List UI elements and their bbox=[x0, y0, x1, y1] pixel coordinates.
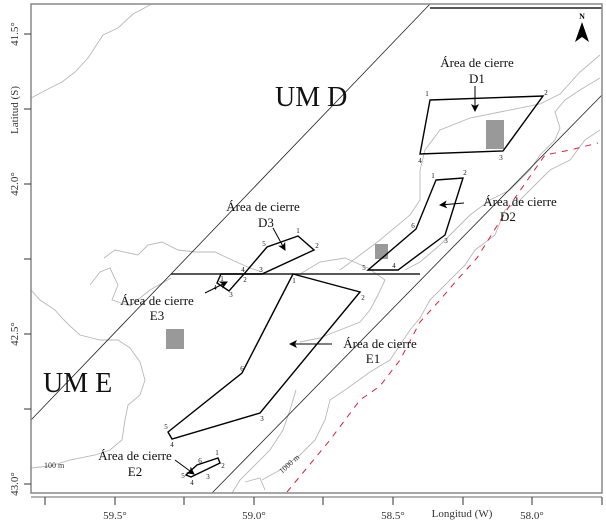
unit-label-um-d: UM D bbox=[275, 82, 347, 113]
x-tick-label: 59.5° bbox=[103, 510, 127, 522]
vertex-label: 3 bbox=[206, 473, 210, 481]
area-label-code-e2: E2 bbox=[128, 464, 142, 479]
area-label-title-e3: Área de cierre bbox=[120, 293, 194, 308]
vertex-label: 1 bbox=[296, 227, 300, 235]
vertex-label: 4 bbox=[241, 266, 245, 274]
contour-line bbox=[89, 267, 172, 307]
closure-area-d2 bbox=[366, 177, 464, 271]
vertex-label: 3 bbox=[444, 237, 448, 245]
contour-line bbox=[261, 129, 601, 481]
vertex-label: 4 bbox=[392, 262, 396, 270]
vertex-label: 3 bbox=[499, 154, 503, 162]
grey-marker-d1 bbox=[486, 120, 504, 149]
contour-label-100m: 100 m bbox=[44, 461, 65, 470]
vertex-label: 6 bbox=[198, 457, 202, 465]
contour-line bbox=[244, 477, 266, 491]
vertex-label: 2 bbox=[544, 89, 548, 97]
axis-ticks bbox=[24, 33, 603, 505]
grey-marker-d2 bbox=[375, 244, 388, 259]
vertex-label: 1 bbox=[431, 172, 435, 180]
vertex-label: 3 bbox=[259, 266, 263, 274]
contour-line bbox=[231, 389, 297, 494]
vertex-label: 2 bbox=[361, 294, 365, 302]
vertex-label: 3 bbox=[229, 291, 233, 299]
x-tick-label: 58.0° bbox=[520, 510, 544, 522]
x-tick-label: 58.5° bbox=[381, 510, 405, 522]
y-tick-label: 42.0° bbox=[9, 172, 21, 196]
vertex-label: 1 bbox=[215, 449, 219, 457]
label-arrows bbox=[174, 86, 479, 475]
unit-label-um-e: UM E bbox=[43, 368, 112, 399]
arrow-e2 bbox=[174, 459, 195, 475]
vertex-label: 5 bbox=[164, 423, 168, 431]
vertex-label: 2 bbox=[463, 169, 467, 177]
vertex-label: 6 bbox=[411, 222, 415, 230]
vertex-label: 4 bbox=[190, 479, 194, 487]
boundary-line-um-d bbox=[30, 3, 431, 421]
contour-line bbox=[339, 54, 601, 271]
vertex-label: 5 bbox=[262, 240, 266, 248]
vertex-label: 1 bbox=[220, 275, 224, 283]
x-axis-label: Longitud (W) bbox=[432, 508, 493, 520]
grey-marker-e bbox=[166, 329, 184, 349]
arrow-d2 bbox=[439, 200, 465, 209]
arrow-e3 bbox=[204, 281, 228, 294]
bathymetry-contours bbox=[30, 4, 601, 494]
vertex-label: 5 bbox=[181, 472, 185, 480]
contour-line bbox=[103, 241, 263, 273]
vertex-label: 1 bbox=[425, 90, 429, 98]
vertex-label: 1 bbox=[292, 277, 296, 285]
area-label-code-e1: E1 bbox=[366, 351, 380, 366]
north-label: N bbox=[579, 12, 585, 21]
area-label-code-d2: D2 bbox=[500, 209, 516, 224]
area-label-title-e1: Área de cierre bbox=[343, 336, 417, 351]
area-label-title-d1: Área de cierre bbox=[440, 55, 514, 70]
closure-area-e2 bbox=[184, 457, 221, 478]
arrow-d3 bbox=[272, 227, 286, 251]
area-label-title-d2: Área de cierre bbox=[483, 194, 557, 209]
vertex-label: 2 bbox=[243, 276, 247, 284]
vertex-label: 2 bbox=[221, 462, 225, 470]
area-label-code-d3: D3 bbox=[258, 215, 274, 230]
area-label-code-d1: D1 bbox=[469, 71, 485, 86]
vertex-label: 4 bbox=[170, 441, 174, 449]
vertex-label: 6 bbox=[240, 365, 244, 373]
y-axis-label: Latitud (S) bbox=[9, 86, 21, 134]
area-label-title-d3: Área de cierre bbox=[226, 199, 300, 214]
area-label-code-e3: E3 bbox=[150, 308, 164, 323]
vertex-label: 4 bbox=[418, 157, 422, 165]
vertex-label: 5 bbox=[362, 264, 366, 272]
contour-line bbox=[404, 77, 601, 271]
vertex-label: 3 bbox=[260, 415, 264, 423]
closure-area-d3 bbox=[242, 235, 316, 275]
north-arrow-icon bbox=[575, 22, 589, 42]
y-tick-label: 41.5° bbox=[9, 22, 21, 46]
north-arrow: N bbox=[575, 12, 589, 42]
area-label-title-e2: Área de cierre bbox=[98, 448, 172, 463]
vertex-label: 2 bbox=[315, 242, 319, 250]
boundary-line-shelf bbox=[211, 94, 603, 494]
closure-area-d1 bbox=[419, 95, 545, 155]
contour-line bbox=[30, 4, 151, 99]
y-tick-label: 42.5° bbox=[9, 322, 21, 346]
closure-area-e1 bbox=[167, 273, 362, 440]
y-tick-label: 43.0° bbox=[9, 472, 21, 496]
closure-area-e3 bbox=[216, 273, 246, 292]
map-frame bbox=[30, 3, 603, 494]
contour-line bbox=[299, 257, 386, 343]
x-tick-label: 59.0° bbox=[242, 510, 266, 522]
contour-line bbox=[30, 289, 146, 469]
